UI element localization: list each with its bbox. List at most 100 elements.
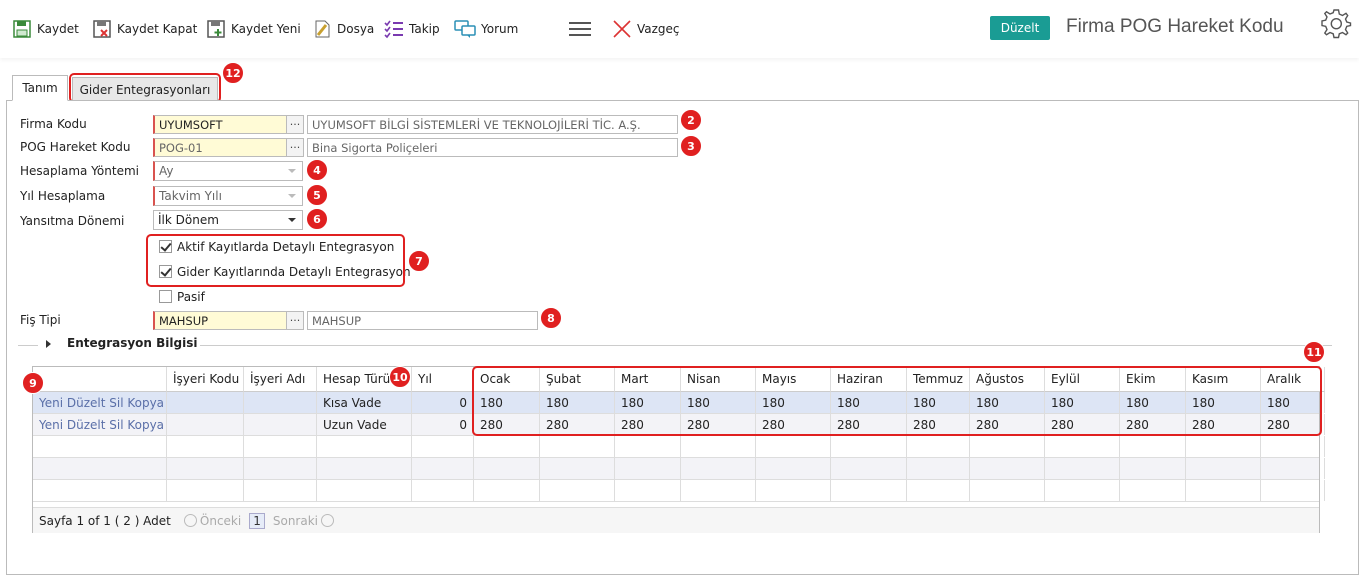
firma-kodu-lookup-button[interactable]: ··· <box>286 115 304 134</box>
fis-tipi-input[interactable]: MAHSUP <box>153 311 287 330</box>
table-cell <box>681 436 756 457</box>
yil-hesaplama-value: Takvim Yılı <box>159 189 222 203</box>
cancel-button[interactable]: Vazgeç <box>612 18 680 40</box>
table-row[interactable] <box>33 436 1325 458</box>
file-button[interactable]: Dosya <box>312 18 374 40</box>
tab-tanim[interactable]: Tanım <box>12 75 68 101</box>
entegrasyon-grid: İşyeri Kodu İşyeri Adı Hesap Türü Yıl Ocak Şu… <box>32 366 1325 533</box>
table-cell: 180 <box>681 392 756 413</box>
table-cell: 280 <box>681 414 756 435</box>
toolbar: Kaydet Kaydet Kapat Kaydet Yeni Dosya Ta… <box>0 0 1359 58</box>
table-cell <box>1045 436 1120 457</box>
table-cell: 280 <box>1120 414 1186 435</box>
save-button[interactable]: Kaydet <box>12 18 79 40</box>
settings-button[interactable] <box>1320 9 1357 39</box>
column-header[interactable]: Temmuz <box>907 367 970 392</box>
menu-button[interactable] <box>567 18 598 40</box>
column-header[interactable]: Eylül <box>1045 367 1120 392</box>
cancel-label: Vazgeç <box>637 22 680 36</box>
table-cell: 180 <box>831 392 907 413</box>
column-header[interactable]: Aralık <box>1261 367 1325 392</box>
pog-kodu-label: POG Hareket Kodu <box>20 140 131 154</box>
column-header[interactable]: Ekim <box>1120 367 1186 392</box>
column-header[interactable]: Nisan <box>681 367 756 392</box>
pog-kodu-lookup-button[interactable]: ··· <box>286 138 304 157</box>
aktif-detayli-checkbox[interactable] <box>159 240 172 253</box>
column-header[interactable]: Ağustos <box>970 367 1045 392</box>
fis-tipi-desc: MAHSUP <box>307 311 538 330</box>
pasif-checkbox[interactable] <box>159 290 172 303</box>
gider-detayli-checkbox[interactable] <box>159 265 172 278</box>
table-row[interactable]: Yeni Düzelt Sil Kopya Kısa Vade 0 180 180 180… <box>33 392 1325 414</box>
save-new-label: Kaydet Yeni <box>231 22 301 36</box>
table-cell <box>167 480 244 501</box>
table-cell <box>474 458 540 479</box>
fis-tipi-lookup-button[interactable]: ··· <box>286 311 304 330</box>
column-header[interactable]: İşyeri Kodu <box>167 367 244 392</box>
pager-prev[interactable]: Önceki <box>181 514 241 528</box>
pasif-label: Pasif <box>177 290 205 304</box>
table-cell <box>831 458 907 479</box>
column-header[interactable]: Kasım <box>1186 367 1261 392</box>
follow-button[interactable]: Takip <box>384 18 440 40</box>
column-header[interactable]: İşyeri Adı <box>244 367 317 392</box>
table-cell <box>831 480 907 501</box>
save-new-button[interactable]: Kaydet Yeni <box>206 18 301 40</box>
table-cell: 280 <box>474 414 540 435</box>
tab-gider-entegrasyonlari[interactable]: Gider Entegrasyonları <box>72 77 218 101</box>
hesaplama-yontemi-value: Ay <box>159 164 174 178</box>
table-cell <box>540 458 615 479</box>
table-cell: 180 <box>756 392 831 413</box>
yansitma-donemi-select[interactable]: İlk Dönem <box>153 210 303 230</box>
expand-arrow-icon[interactable] <box>46 340 51 348</box>
table-row[interactable] <box>33 458 1325 480</box>
table-cell <box>317 436 412 457</box>
table-cell <box>1120 458 1186 479</box>
yil-hesaplama-select[interactable]: Takvim Yılı <box>153 186 303 206</box>
marker-10: 10 <box>389 366 411 388</box>
column-header[interactable]: Ocak <box>474 367 540 392</box>
firma-kodu-input[interactable]: UYUMSOFT <box>153 115 287 134</box>
table-cell <box>1261 458 1325 479</box>
marker-6: 6 <box>306 208 328 230</box>
dropdown-arrow-icon <box>288 169 296 173</box>
save-close-button[interactable]: Kaydet Kapat <box>92 18 197 40</box>
table-row[interactable]: Yeni Düzelt Sil Kopya Uzun Vade 0 280 280 280… <box>33 414 1325 436</box>
table-cell <box>907 480 970 501</box>
row-actions-link[interactable]: Yeni Düzelt Sil Kopya <box>33 414 167 435</box>
column-header[interactable]: Mart <box>615 367 681 392</box>
table-cell: 180 <box>907 392 970 413</box>
marker-3: 3 <box>680 135 702 157</box>
column-header[interactable]: Haziran <box>831 367 907 392</box>
prev-icon <box>183 514 197 527</box>
table-cell <box>412 458 474 479</box>
column-header[interactable]: Mayıs <box>756 367 831 392</box>
mode-badge: Düzelt <box>990 16 1050 40</box>
table-cell <box>1261 436 1325 457</box>
row-actions-link[interactable]: Yeni Düzelt Sil Kopya <box>33 392 167 413</box>
marker-2: 2 <box>680 109 702 131</box>
table-cell: 180 <box>540 392 615 413</box>
pager-next[interactable]: Sonraki <box>273 514 337 528</box>
hesaplama-yontemi-select[interactable]: Ay <box>153 161 303 181</box>
table-cell <box>756 458 831 479</box>
marker-9: 9 <box>22 372 44 394</box>
table-cell: 180 <box>615 392 681 413</box>
table-row[interactable] <box>33 480 1325 502</box>
grid-pager: Sayfa 1 of 1 ( 2 ) Adet Önceki 1 Sonraki <box>33 507 1319 533</box>
table-cell: 280 <box>970 414 1045 435</box>
table-cell <box>831 436 907 457</box>
column-header[interactable]: Şubat <box>540 367 615 392</box>
pog-kodu-input[interactable]: POG-01 <box>153 138 287 157</box>
section-divider-right <box>200 345 1332 346</box>
table-cell <box>244 414 317 435</box>
comment-button[interactable]: Yorum <box>454 18 518 40</box>
table-cell: 180 <box>1186 392 1261 413</box>
table-cell <box>317 458 412 479</box>
save-close-icon <box>93 20 111 38</box>
pager-page-1[interactable]: 1 <box>249 512 265 529</box>
column-header[interactable] <box>33 367 167 392</box>
table-cell: 280 <box>1261 414 1325 435</box>
table-cell <box>167 458 244 479</box>
column-header[interactable]: Yıl <box>412 367 474 392</box>
